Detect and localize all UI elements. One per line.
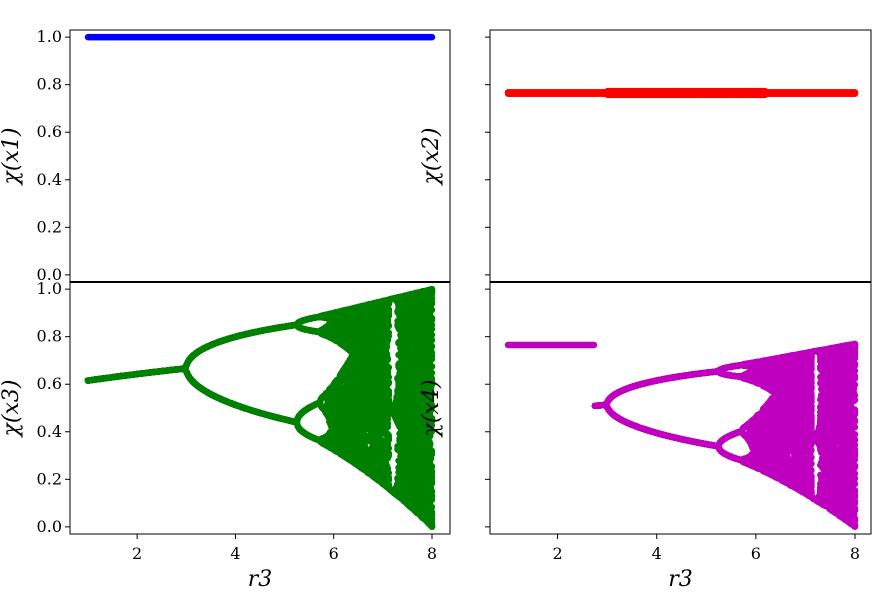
data-point (851, 89, 859, 96)
series-marks (84, 285, 436, 531)
axes-frame (489, 29, 872, 283)
panels: 0.00.20.40.60.81.0χ(x1) χ(x2)0.00.20.40.6… (0, 27, 872, 592)
y-tick-label: 0.4 (37, 170, 62, 189)
series-marks (504, 87, 859, 99)
panel-top-left: 0.00.20.40.60.81.0χ(x1) (0, 27, 451, 284)
y-axis-label: χ(x2) (419, 128, 444, 187)
axes-frame (69, 29, 451, 283)
panel-bottom-left: 0.00.20.40.60.81.02 4 6 8χ(x3)r3 (0, 279, 451, 592)
series-marks (84, 33, 436, 41)
y-tick-label: 1.0 (37, 27, 62, 46)
data-point (428, 33, 436, 41)
y-tick-label: 0.6 (37, 122, 62, 141)
y-tick-label: 0.8 (37, 75, 62, 94)
y-tick-label: 0.2 (37, 217, 62, 236)
y-axis-label: χ(x1) (0, 128, 24, 187)
panel-top-right: χ(x2) (419, 29, 872, 283)
